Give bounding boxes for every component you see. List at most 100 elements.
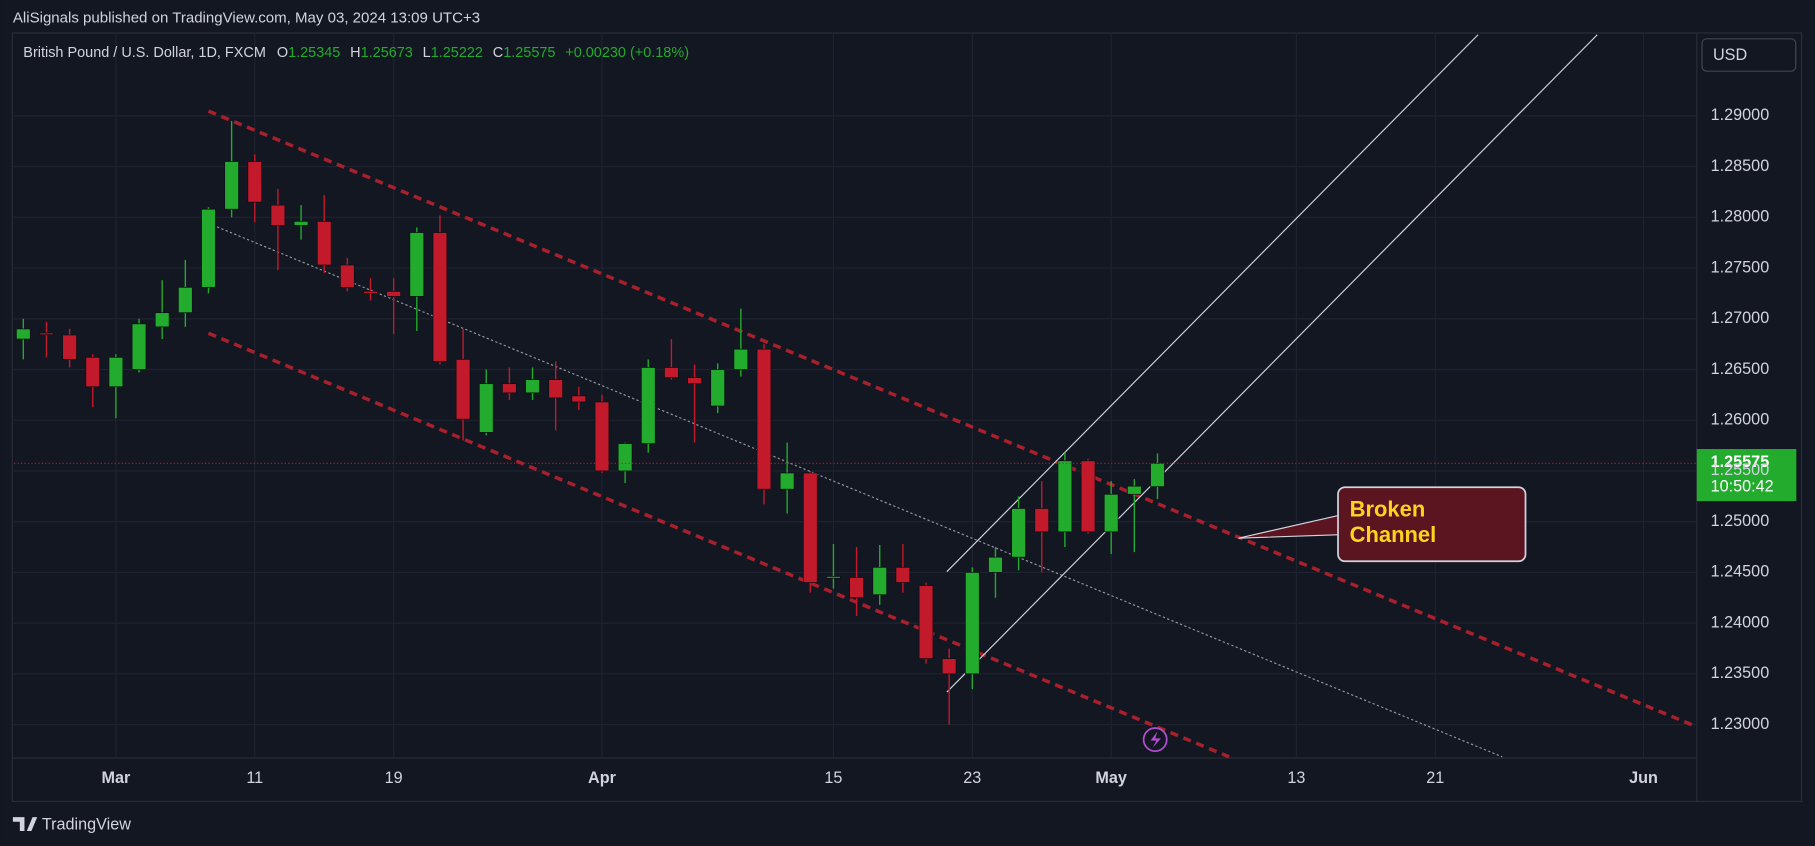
publisher-line: AliSignals published on TradingView.com,… — [13, 9, 480, 26]
x-tick-label: Apr — [588, 769, 617, 787]
candle-body — [872, 566, 888, 596]
close-value: 1.25575 — [503, 45, 555, 61]
annotation: Broken Channel — [1350, 496, 1437, 546]
low-value: 1.25222 — [431, 45, 483, 61]
up-channel-upper — [946, 34, 1479, 573]
grid — [14, 32, 1697, 759]
callout: Broken Channel — [1238, 486, 1527, 563]
x-tick-label: 15 — [824, 769, 842, 787]
brand: TradingView — [42, 815, 131, 833]
high-value: 1.25673 — [361, 45, 413, 61]
l-key: L — [423, 45, 431, 61]
candle-body — [1150, 462, 1165, 488]
candle-body — [941, 658, 957, 675]
candle-body — [617, 443, 633, 472]
candle-body — [340, 264, 355, 288]
candle-body — [1127, 485, 1142, 495]
change-value: +0.00230 (+0.18%) — [565, 45, 689, 61]
candle-body — [16, 328, 31, 340]
y-tick-label: 1.26000 — [1711, 411, 1770, 429]
candle-body — [525, 379, 540, 394]
candle-body — [895, 566, 911, 583]
y-tick-label: 1.25500 — [1711, 461, 1770, 479]
candle-body — [802, 472, 818, 583]
x-tick-label: 23 — [963, 769, 981, 787]
candle-body — [640, 367, 656, 444]
candle-body — [224, 161, 239, 210]
candle-body — [108, 356, 124, 388]
candle-body — [62, 334, 77, 360]
channel-upper — [207, 109, 1698, 729]
annotation-line: Broken — [1350, 496, 1426, 521]
countdown: 10:50:42 — [1711, 478, 1774, 496]
y-tick-label: 1.29000 — [1711, 106, 1770, 124]
x-tick-label: 19 — [385, 769, 403, 787]
y-tick-label: 1.24000 — [1711, 613, 1770, 631]
currency: USD — [1713, 46, 1747, 64]
candle-body — [154, 312, 170, 328]
y-tick-label: 1.25000 — [1711, 512, 1770, 530]
x-tick-label: Mar — [101, 769, 130, 787]
candle-body — [988, 556, 1003, 573]
candle-body — [826, 576, 841, 579]
candle-body — [409, 232, 425, 297]
event-bolt — [1150, 731, 1161, 748]
candle-body — [733, 348, 749, 370]
c-key: C — [493, 45, 503, 61]
candle-body — [918, 585, 934, 659]
candle-body — [293, 221, 309, 226]
candle-body — [247, 161, 263, 203]
x-tick-label: Jun — [1629, 769, 1658, 787]
candle-body — [664, 367, 679, 378]
x-tick-label: 21 — [1426, 769, 1444, 787]
y-tick-label: 1.28000 — [1711, 208, 1770, 226]
candle-body — [85, 356, 101, 388]
price-tag: 1.25575 10:50:42 — [1696, 449, 1797, 502]
x-tick-label: 11 — [246, 769, 263, 787]
y-tick-label: 1.27500 — [1711, 258, 1770, 276]
candle-body — [1057, 460, 1073, 533]
candle-body — [455, 359, 471, 420]
candle-body — [363, 291, 378, 294]
candle-body — [39, 332, 54, 336]
symbol-legend: British Pound / U.S. Dollar, 1D, FXCM O1… — [23, 45, 689, 61]
candle-body — [178, 286, 193, 314]
up-channel-lower — [946, 34, 1598, 693]
candle-body — [502, 383, 517, 394]
candle-body — [270, 204, 286, 226]
y-tick-label: 1.26500 — [1711, 360, 1770, 378]
y-tick-label: 1.24500 — [1711, 563, 1770, 581]
candle-body — [548, 379, 563, 399]
candle-body — [687, 377, 702, 385]
y-tick-label: 1.23500 — [1711, 664, 1770, 682]
candle-body — [316, 221, 332, 266]
candle-body — [965, 572, 980, 675]
channel-lower — [207, 331, 1230, 759]
x-tick-label: May — [1095, 769, 1127, 787]
y-tick-label: 1.23000 — [1711, 715, 1770, 733]
candles — [14, 120, 1697, 725]
candle-body — [1080, 460, 1096, 533]
candle-body — [710, 369, 725, 407]
candle-body — [432, 232, 448, 362]
candle-body — [386, 291, 401, 297]
h-key: H — [350, 45, 360, 61]
price-tag-box — [1696, 449, 1797, 502]
candle-body — [756, 348, 772, 490]
candle-body — [1034, 508, 1050, 533]
y-tick-label: 1.27000 — [1711, 309, 1770, 327]
candle-body — [1011, 508, 1026, 558]
currency-button[interactable] — [1701, 38, 1797, 72]
annotation-line: Channel — [1350, 522, 1437, 547]
candle-body — [779, 472, 795, 490]
open-value: 1.25345 — [288, 45, 340, 61]
drawings — [207, 34, 1698, 759]
callout-box — [1337, 486, 1527, 563]
candle-body — [594, 401, 610, 472]
symbol: British Pound / U.S. Dollar, 1D, FXCM — [23, 45, 266, 61]
candle-body — [1103, 493, 1119, 533]
chart-frame — [11, 32, 1803, 803]
x-tick-label: 13 — [1287, 769, 1305, 787]
